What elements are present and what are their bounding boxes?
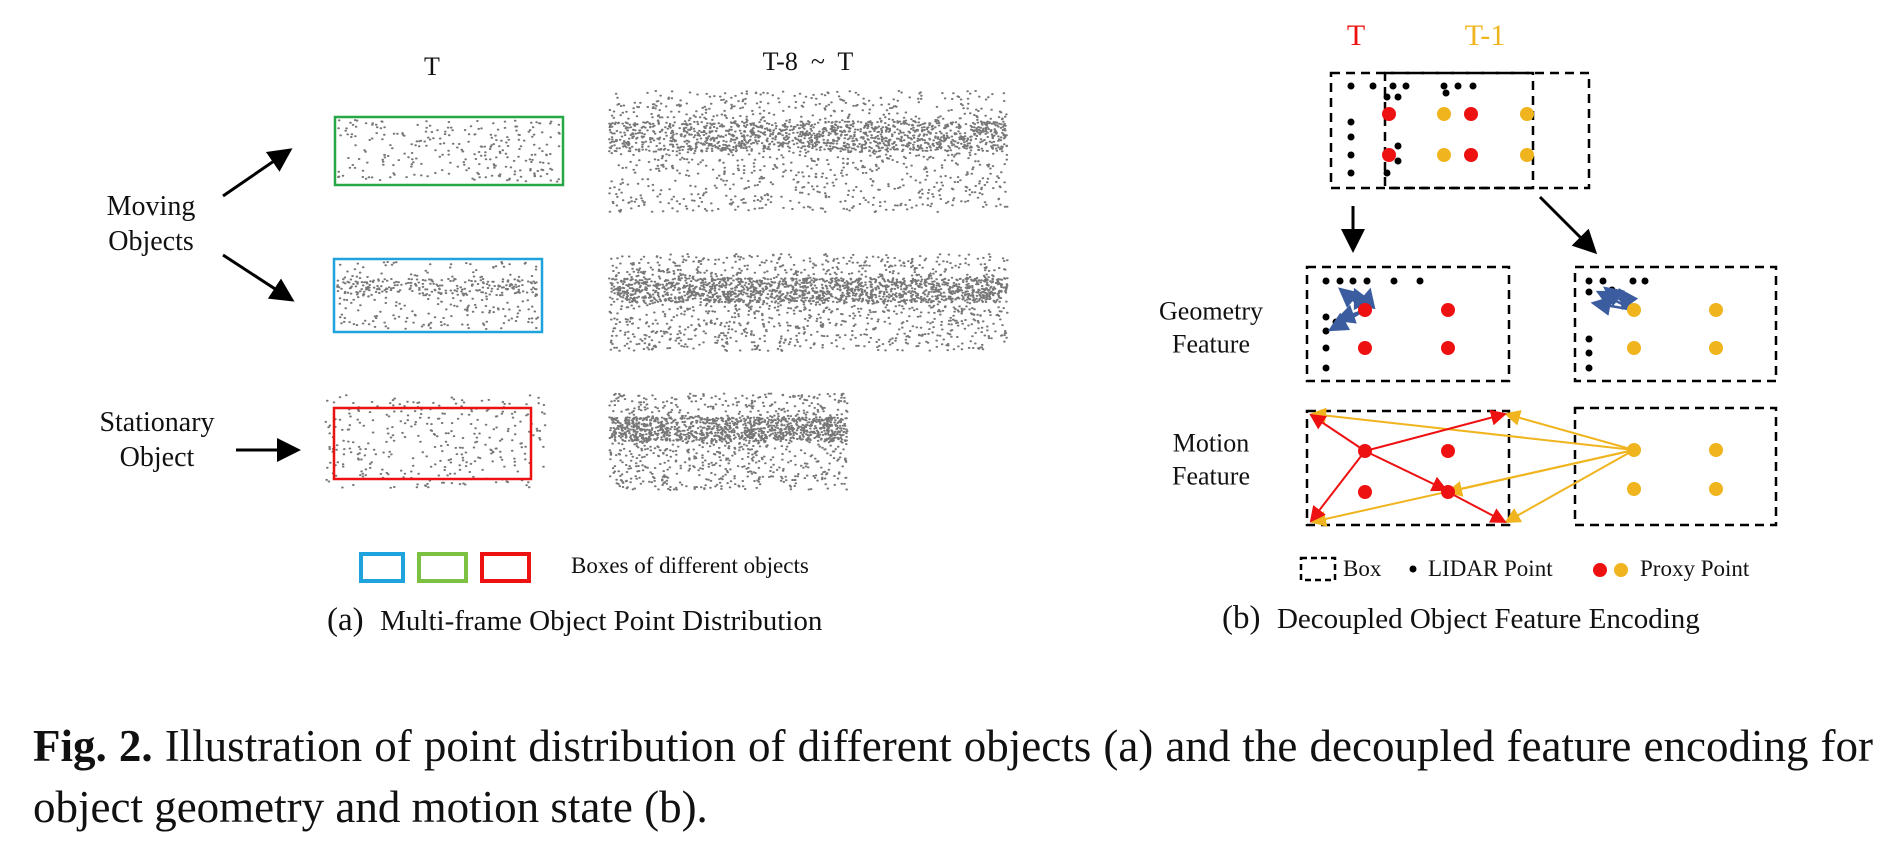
legend-text: Boxes of different objects: [571, 553, 809, 578]
point-cloud: [336, 261, 540, 330]
point-cloud: [608, 253, 1009, 352]
column-label: T: [424, 52, 440, 81]
point-cloud: [337, 119, 561, 183]
row-label: Stationary Object: [99, 407, 215, 473]
point-cloud: [608, 392, 849, 491]
figure-caption: Fig. 2. Illustration of point distributi…: [33, 716, 1873, 838]
sublabel: (a): [327, 602, 364, 638]
frame-label: T-1: [1464, 19, 1506, 52]
row-label: Moving Objects: [106, 191, 196, 257]
point-cloud: [324, 394, 547, 489]
figure-graphics: [222, 71, 1778, 583]
caption-text: Illustration of point distribution of di…: [33, 721, 1874, 832]
proxy-points-orange: [1437, 107, 1723, 577]
panel-b-flow-arrows: [1341, 195, 1598, 255]
proxy-points-red: [1358, 107, 1607, 577]
point-cloud: [608, 90, 1009, 213]
point-clouds: [324, 90, 1009, 491]
legend-text: Proxy Point: [1640, 556, 1750, 581]
panel-a-arrows: [222, 148, 301, 462]
subtitle: Decoupled Object Feature Encoding: [1276, 603, 1700, 635]
subtitle: Multi-frame Object Point Distribution: [380, 605, 823, 637]
row-label: Motion Feature: [1172, 428, 1250, 491]
column-label: T-8 ~ T: [762, 47, 854, 76]
subfigure-label: (a) Multi-frame Object Point Distributio…: [327, 602, 822, 639]
subfigure-label: (b) Decoupled Object Feature Encoding: [1222, 600, 1700, 637]
motion-arrows: [1309, 407, 1635, 527]
caption-label: Fig. 2.: [33, 721, 153, 771]
lidar-points: [1322, 82, 1649, 573]
legend-text: Box: [1343, 556, 1382, 581]
frame-label: T: [1346, 19, 1366, 52]
row-label: Geometry Feature: [1159, 296, 1263, 359]
panel-b-boxes: [1299, 71, 1778, 582]
legend-text: LIDAR Point: [1428, 556, 1553, 581]
object-boxes: [332, 115, 565, 583]
sublabel: (b): [1222, 600, 1261, 636]
